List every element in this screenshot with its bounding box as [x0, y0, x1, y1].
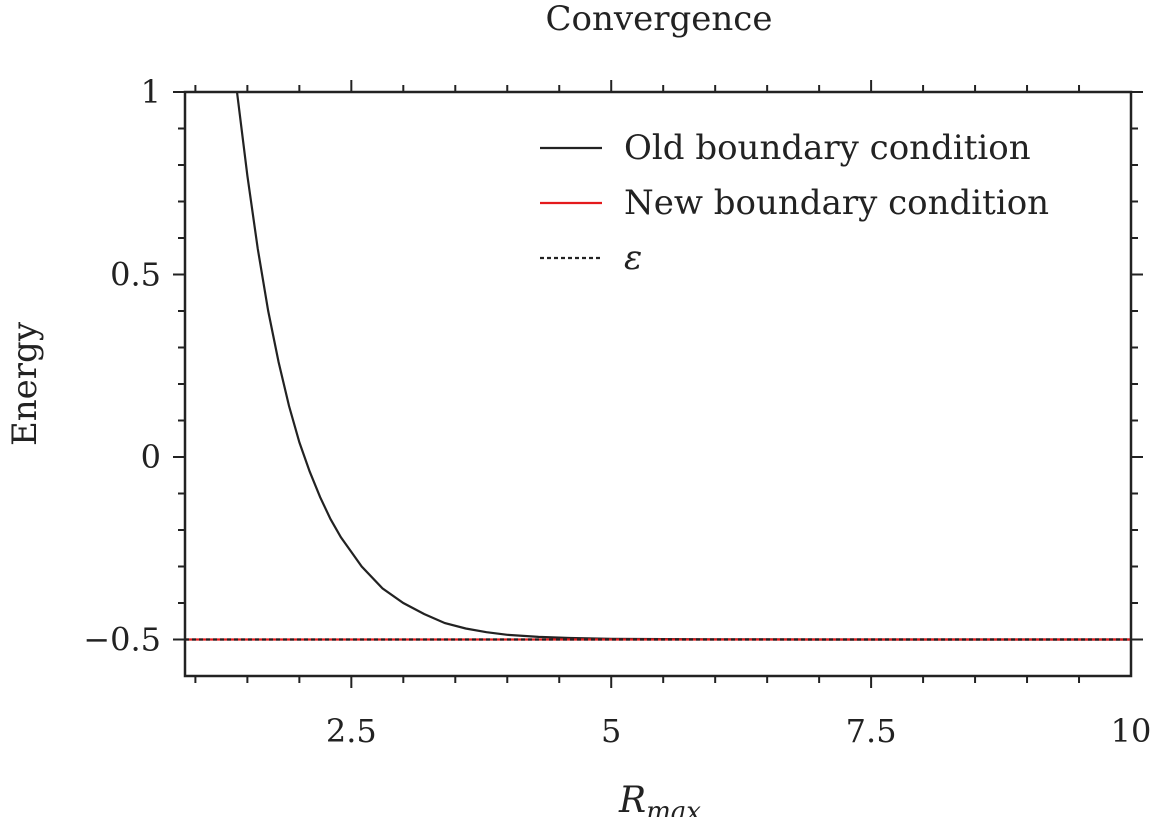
series-line-1: [235, 92, 1131, 641]
x-tick-label: 5: [601, 712, 621, 750]
y-axis-label: Energy: [5, 321, 45, 446]
plot-frame: [183, 90, 1133, 678]
x-tick-label: 2.5: [326, 712, 377, 750]
series-layer: [185, 92, 1131, 641]
tick-labels: 2.5 5 7.5 10 −0.5 0 0.5 1: [83, 73, 1151, 750]
x-tick-label: 10: [1111, 712, 1152, 750]
y-tick-label: 0.5: [110, 256, 161, 294]
legend-label-2: New boundary condition: [624, 183, 1049, 223]
x-axis-label-sub: max: [646, 797, 701, 817]
y-tick-label: 0: [141, 438, 161, 476]
y-tick-label: 1: [141, 73, 161, 111]
x-axis-label: Rmax: [618, 780, 701, 817]
x-axis-label-main: R: [618, 780, 646, 817]
legend-label-1: Old boundary condition: [624, 128, 1031, 168]
x-tick-label: 7.5: [846, 712, 897, 750]
tick-marks: [173, 80, 1143, 688]
legend: Old boundary condition New boundary condi…: [540, 128, 1049, 278]
chart-title: Convergence: [546, 0, 773, 39]
legend-label-3: ε: [624, 238, 642, 278]
y-tick-label: −0.5: [83, 621, 161, 659]
plot-area: [185, 92, 1131, 641]
